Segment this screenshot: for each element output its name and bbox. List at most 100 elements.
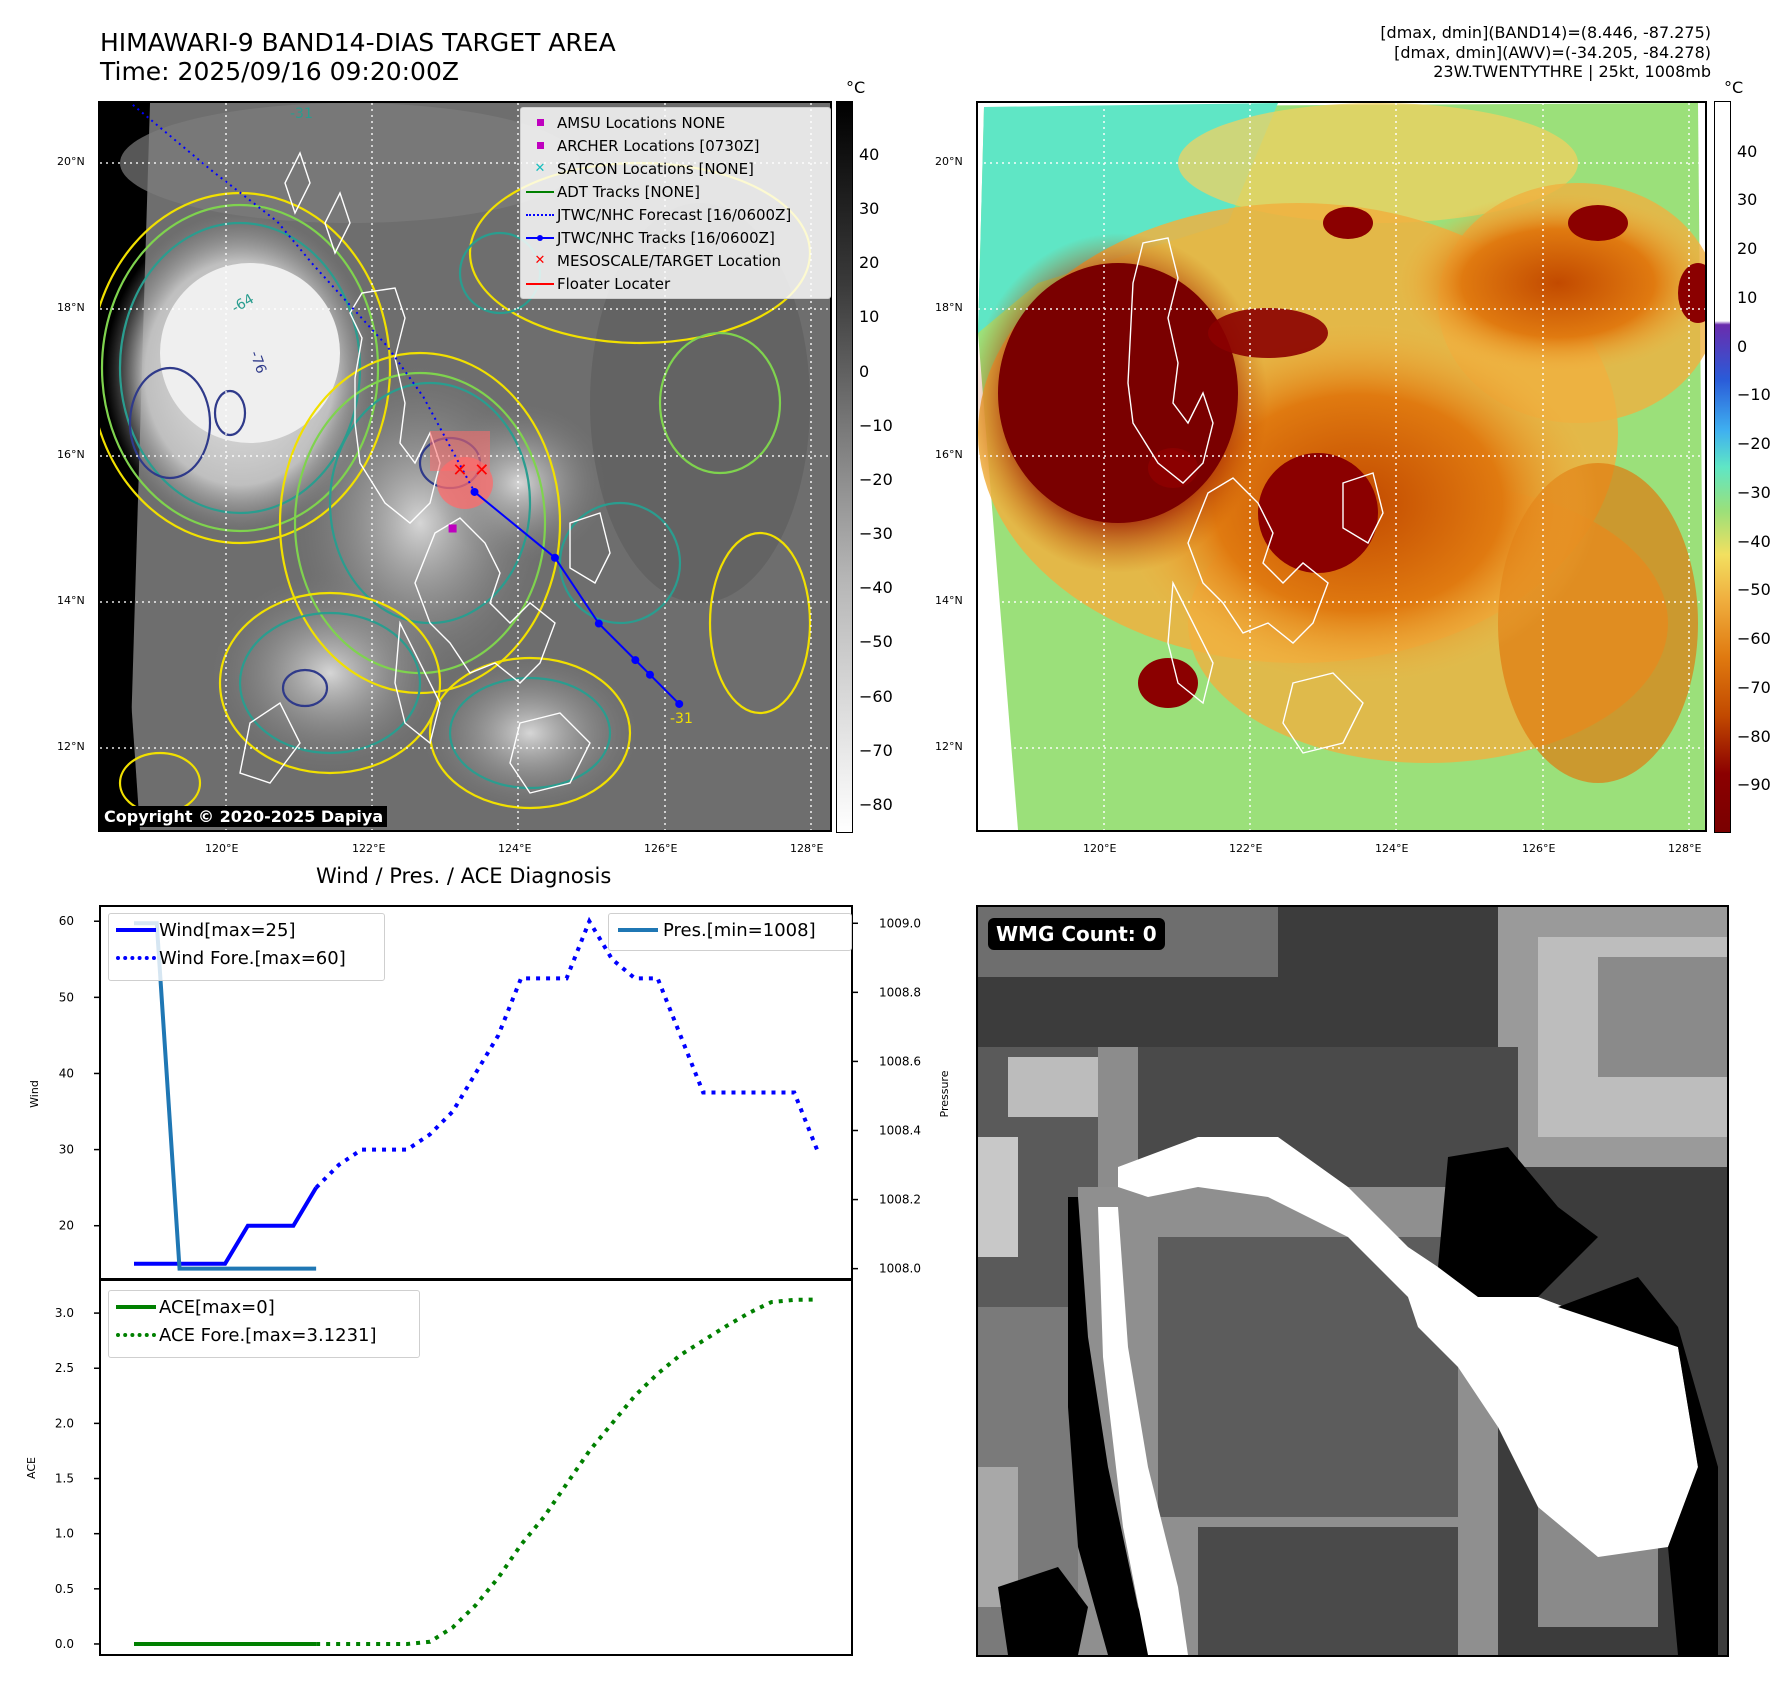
awv-map-image [978, 103, 1705, 830]
ace-tick-label: 0.0 [55, 1637, 74, 1651]
lat-label-18n-right: 18°N [935, 301, 963, 314]
cbar-right-tick: 40 [1737, 142, 1758, 161]
pressure-tick-label: 1008.0 [879, 1262, 921, 1276]
storm-summary: 23W.TWENTYTHRE | 25kt, 1008mb [1433, 62, 1711, 81]
ace-tick-label: 1.5 [55, 1472, 74, 1486]
pressure-legend: Pres.[min=1008] [608, 913, 852, 951]
dotted-line-icon [113, 956, 159, 960]
track-overlay: ✕ ✕ [129, 103, 684, 708]
legend-label: Wind[max=25] [159, 919, 296, 941]
contour-label-76: -76 [246, 349, 269, 376]
cbar-left-tick: −10 [859, 416, 893, 435]
track-point [675, 699, 684, 708]
square-icon [523, 142, 557, 149]
wind-tick-label: 50 [59, 990, 74, 1004]
pressure-tick-label: 1008.2 [879, 1193, 921, 1207]
contour-label-31: -31 [670, 711, 693, 727]
cbar-right-tick: 10 [1737, 288, 1758, 307]
cbar-right-tick: −10 [1737, 385, 1771, 404]
wind-tick-label: 60 [59, 914, 74, 928]
track-point [631, 656, 640, 665]
ace-tick-label: 1.0 [55, 1527, 74, 1541]
lat-label-20n: 20°N [57, 155, 85, 168]
pressure-y-ticks: 1009.0 1008.8 1008.6 1008.4 1008.2 1008.0 [852, 916, 921, 1276]
ace-forecast-line [316, 1297, 818, 1646]
legend-pressure: Pres.[min=1008] [613, 916, 847, 944]
pressure-line [134, 921, 317, 1271]
cbar-left-tick: −80 [859, 795, 893, 814]
cbar-left-tick: −20 [859, 470, 893, 489]
ace-tick-label: 0.5 [55, 1582, 74, 1596]
legend-forecast: JTWC/NHC Forecast [16/0600Z] [523, 203, 826, 226]
track-point [645, 670, 654, 679]
line-icon [113, 928, 159, 932]
lat-label-12n: 12°N [57, 740, 85, 753]
track-point [470, 487, 479, 496]
ace-tick-label: 3.0 [55, 1306, 74, 1320]
lat-label-16n: 16°N [57, 448, 85, 461]
target-x-mark: ✕ [452, 460, 467, 481]
colorbar-right-unit: °C [1724, 78, 1744, 97]
ace-tick-label: 2.5 [55, 1361, 74, 1375]
ace-axis-label: ACE [25, 1457, 38, 1479]
line-icon [113, 1305, 159, 1309]
cbar-right-tick: −80 [1737, 727, 1771, 746]
legend-label: ACE Fore.[max=3.1231] [159, 1324, 377, 1346]
legend-label: SATCON Locations [NONE] [557, 159, 754, 178]
storm-info: [dmax, dmin](BAND14)=(8.446, -87.275) [d… [1380, 23, 1711, 82]
dotted-line-icon [113, 1333, 159, 1337]
lat-label-20n-right: 20°N [935, 155, 963, 168]
cbar-right-tick: −40 [1737, 532, 1771, 551]
cbar-left-tick: 0 [859, 362, 870, 381]
cbar-left-tick: −60 [859, 687, 893, 706]
colorbar-right [1714, 101, 1731, 833]
lon-label-126e: 126°E [644, 842, 678, 855]
legend-target: ✕ MESOSCALE/TARGET Location [523, 249, 826, 272]
dotted-line-icon [523, 213, 557, 216]
title-time: Time: 2025/09/16 09:20:00Z [100, 57, 459, 86]
pressure-tick-label: 1008.8 [879, 985, 921, 999]
title-product: HIMAWARI-9 BAND14-DIAS TARGET AREA [100, 28, 616, 57]
legend-satcon: ✕ SATCON Locations [NONE] [523, 157, 826, 180]
cbar-right-tick: −60 [1737, 629, 1771, 648]
legend-label: Wind Fore.[max=60] [159, 947, 346, 969]
legend-ace-forecast: ACE Fore.[max=3.1231] [113, 1321, 415, 1349]
legend-label: ACE[max=0] [159, 1296, 275, 1318]
awv-map-panel [976, 101, 1707, 832]
wmg-image [978, 907, 1727, 1655]
cbar-right-tick: 0 [1737, 337, 1748, 356]
wind-tick-label: 30 [59, 1143, 74, 1157]
cbar-left-tick: −30 [859, 524, 893, 543]
lon-label-120e: 120°E [205, 842, 239, 855]
legend-label: AMSU Locations NONE [557, 113, 726, 132]
ace-legend: ACE[max=0] ACE Fore.[max=3.1231] [108, 1290, 420, 1358]
map-legend: AMSU Locations NONE ARCHER Locations [07… [520, 107, 831, 299]
colorbar-left-unit: °C [846, 78, 866, 97]
lon-label-126e-right: 126°E [1522, 842, 1556, 855]
pressure-tick-label: 1008.4 [879, 1123, 921, 1137]
wind-y-ticks: 60 50 40 30 20 [59, 914, 100, 1233]
legend-label: ARCHER Locations [0730Z] [557, 136, 760, 155]
target-x-mark: ✕ [474, 460, 489, 481]
line-icon [523, 190, 557, 193]
line-icon [613, 928, 663, 932]
cbar-right-tick: 30 [1737, 190, 1758, 209]
square-icon [523, 119, 557, 126]
wind-tick-label: 40 [59, 1066, 74, 1080]
cbar-right-tick: −20 [1737, 434, 1771, 453]
legend-label: ADT Tracks [NONE] [557, 182, 701, 201]
best-track-line [473, 491, 680, 705]
diagnosis-charts: 60 50 40 30 20 1009.0 1008.8 1008.6 1008.4 1008.… [25, 905, 951, 1656]
band14-range: [dmax, dmin](BAND14)=(8.446, -87.275) [1380, 23, 1711, 42]
contour-label-31-top: -31 [290, 106, 313, 122]
legend-label: JTWC/NHC Tracks [16/0600Z] [557, 228, 775, 247]
cbar-right-tick: 20 [1737, 239, 1758, 258]
legend-label: JTWC/NHC Forecast [16/0600Z] [557, 205, 792, 224]
wmg-panel [976, 905, 1729, 1657]
colorbar-left [836, 101, 853, 833]
lon-label-122e: 122°E [352, 842, 386, 855]
line-icon [523, 282, 557, 285]
forecast-track-line [129, 103, 476, 493]
cbar-left-tick: 10 [859, 307, 880, 326]
pressure-tick-label: 1008.6 [879, 1054, 921, 1068]
